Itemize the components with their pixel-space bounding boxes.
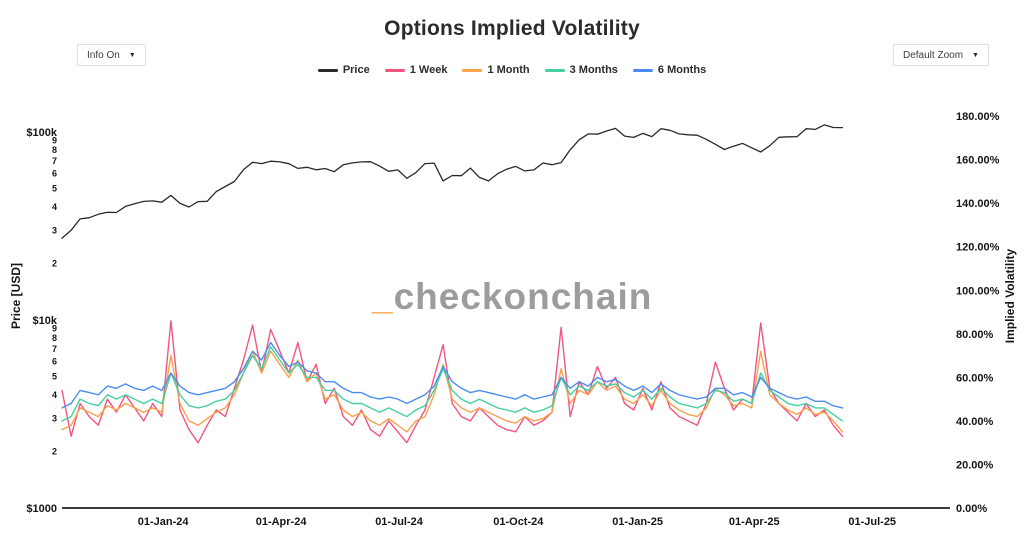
iv-tick-40-00-: 40.00%	[956, 416, 994, 428]
legend-item-6-months[interactable]: 6 Months	[632, 64, 707, 76]
iv-tick-60-00-: 60.00%	[956, 372, 994, 384]
price-minor-tick: 5	[52, 184, 57, 194]
price-tick--10k: $10k	[33, 315, 58, 327]
series-line-1-week	[61, 320, 844, 444]
iv-tick-80-00-: 80.00%	[956, 329, 994, 341]
price-minor-tick: 7	[52, 156, 57, 166]
iv-tick-20-00-: 20.00%	[956, 459, 994, 471]
info-toggle-label: Info On	[87, 49, 120, 61]
price-axis-title: Price [USD]	[9, 263, 23, 329]
legend-label-6-months: 6 Months	[657, 64, 707, 76]
price-minor-tick: 2	[52, 446, 57, 456]
legend-item-3-months[interactable]: 3 Months	[544, 64, 618, 76]
price-minor-tick: 5	[52, 372, 57, 382]
series-line-3-months	[61, 346, 844, 422]
price-tick--100k: $100k	[26, 127, 57, 139]
legend-swatch-1-month	[462, 68, 483, 72]
price-minor-tick: 8	[52, 333, 57, 343]
price-minor-tick: 9	[52, 324, 57, 334]
caret-down-icon: ▼	[972, 51, 979, 59]
price-minor-tick: 3	[52, 225, 57, 235]
price-tick--1000: $1000	[26, 503, 57, 515]
price-minor-tick: 4	[52, 202, 57, 212]
info-toggle-button[interactable]: Info On ▼	[77, 44, 146, 66]
price-minor-tick: 6	[52, 169, 57, 179]
iv-tick-0-00-: 0.00%	[956, 503, 987, 515]
legend-swatch-6-months	[632, 68, 653, 72]
x-tick-01-jan-25: 01-Jan-25	[612, 516, 663, 528]
checkonchain-watermark: _checkonchain	[371, 276, 652, 317]
iv-tick-140-00-: 140.00%	[956, 198, 1000, 210]
legend-swatch-1-week	[384, 68, 405, 72]
iv-tick-100-00-: 100.00%	[956, 285, 1000, 297]
x-tick-01-apr-24: 01-Apr-24	[256, 516, 308, 528]
legend-label-1-month: 1 Month	[487, 64, 530, 76]
legend-label-price: Price	[342, 64, 370, 76]
chart-legend: Price 1 Week 1 Month 3 Months 6 Months	[0, 64, 1024, 76]
price-minor-tick: 7	[52, 344, 57, 354]
series-line-price	[61, 124, 844, 239]
series-line-6-months	[61, 341, 844, 409]
legend-item-1-month[interactable]: 1 Month	[462, 64, 530, 76]
iv-tick-160-00-: 160.00%	[956, 155, 1000, 167]
zoom-preset-label: Default Zoom	[903, 49, 964, 61]
iv-axis-title: Implied Volatility	[1003, 248, 1017, 343]
legend-swatch-price	[317, 68, 338, 72]
legend-label-3-months: 3 Months	[569, 64, 618, 76]
caret-down-icon: ▼	[128, 51, 136, 59]
zoom-preset-button[interactable]: Default Zoom ▼	[893, 44, 989, 66]
x-tick-01-oct-24: 01-Oct-24	[493, 516, 544, 528]
price-minor-tick: 3	[52, 413, 57, 423]
legend-label-1-week: 1 Week	[409, 64, 448, 76]
legend-swatch-3-months	[544, 68, 565, 72]
price-minor-tick: 4	[52, 390, 57, 400]
x-tick-01-jul-24: 01-Jul-24	[375, 516, 424, 528]
x-tick-01-apr-25: 01-Apr-25	[729, 516, 780, 528]
price-minor-tick: 2	[52, 258, 57, 268]
x-tick-01-jan-24: 01-Jan-24	[138, 516, 190, 528]
chart-title: Options Implied Volatility	[384, 17, 640, 40]
iv-tick-120-00-: 120.00%	[956, 242, 1000, 254]
price-minor-tick: 8	[52, 145, 57, 155]
iv-tick-180-00-: 180.00%	[956, 111, 1000, 123]
x-tick-01-jul-25: 01-Jul-25	[848, 516, 896, 528]
price-minor-tick: 9	[52, 136, 57, 146]
price-minor-tick: 6	[52, 357, 57, 367]
legend-item-price[interactable]: Price	[317, 64, 370, 76]
legend-item-1-week[interactable]: 1 Week	[384, 64, 448, 76]
